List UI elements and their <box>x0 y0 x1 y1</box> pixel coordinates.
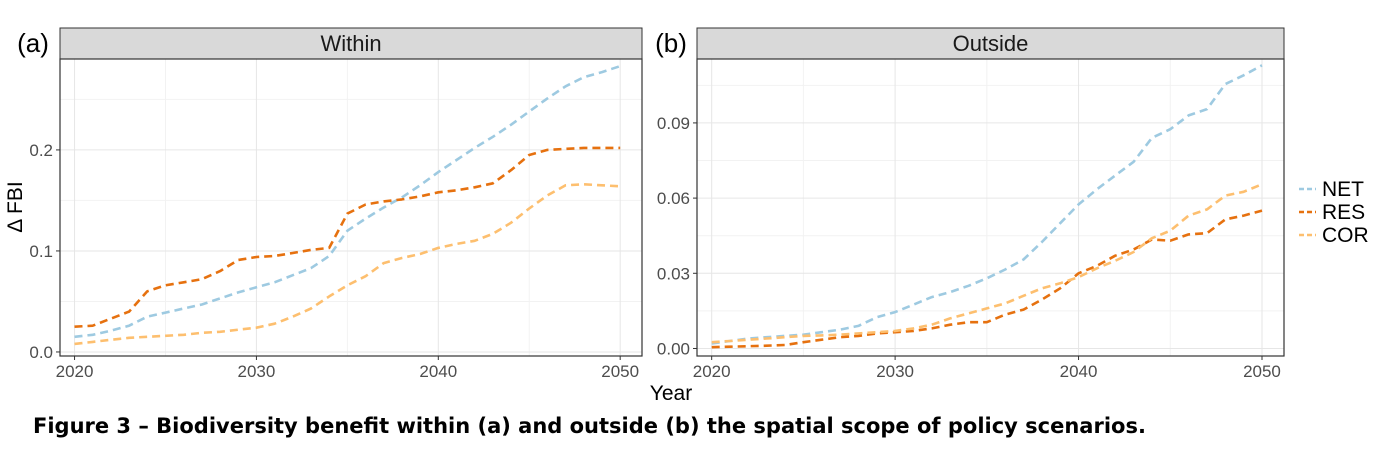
y-tick-label: 0.09 <box>657 114 690 133</box>
x-axis-title: Year <box>650 382 692 405</box>
y-tick-label: 0.2 <box>29 141 53 160</box>
panel-tag: (a) <box>17 28 49 58</box>
x-tick-label: 2040 <box>1060 362 1098 381</box>
x-tick-label: 2040 <box>419 362 457 381</box>
y-tick-label: 0.03 <box>657 264 690 283</box>
x-tick-label: 2020 <box>56 362 94 381</box>
y-tick-label: 0.1 <box>29 242 53 261</box>
series-line-cor <box>74 183 621 346</box>
plot-background <box>697 59 1284 356</box>
y-tick-label: 0.00 <box>657 339 690 358</box>
series-line-res <box>711 209 1263 349</box>
series-line-net <box>74 64 621 339</box>
x-tick-label: 2020 <box>693 362 731 381</box>
panel-tag: (b) <box>655 28 687 58</box>
panel-within: (a) Within 2020 2030 2040 2050 0.0 0.1 0.2 <box>17 27 643 381</box>
facet-title: Within <box>320 31 381 56</box>
panel-border <box>696 58 1285 357</box>
series-line-cor <box>711 183 1263 344</box>
series-line-res <box>74 146 621 328</box>
facet-strip <box>59 27 643 60</box>
y-tick-label: 0.06 <box>657 189 690 208</box>
facet-title: Outside <box>953 31 1029 56</box>
y-axis-title: Δ FBI <box>4 181 27 232</box>
legend-label-cor: COR <box>1322 224 1369 247</box>
x-tick-label: 2050 <box>1243 362 1281 381</box>
legend-label-res: RES <box>1322 201 1365 224</box>
x-tick-label: 2030 <box>238 362 276 381</box>
facet-strip <box>696 27 1285 60</box>
y-tick-label: 0.0 <box>29 343 53 362</box>
plot-background <box>60 59 642 356</box>
x-tick-label: 2050 <box>601 362 639 381</box>
x-tick-label: 2030 <box>876 362 914 381</box>
panel-outside: (b) Outside 2020 2030 2040 2050 0.00 0.03 0.06 0.… <box>655 27 1285 381</box>
panel-border <box>59 58 643 357</box>
legend-label-net: NET <box>1322 178 1364 201</box>
figure-caption: Figure 3 – Biodiversity benefit within (… <box>33 414 1146 438</box>
